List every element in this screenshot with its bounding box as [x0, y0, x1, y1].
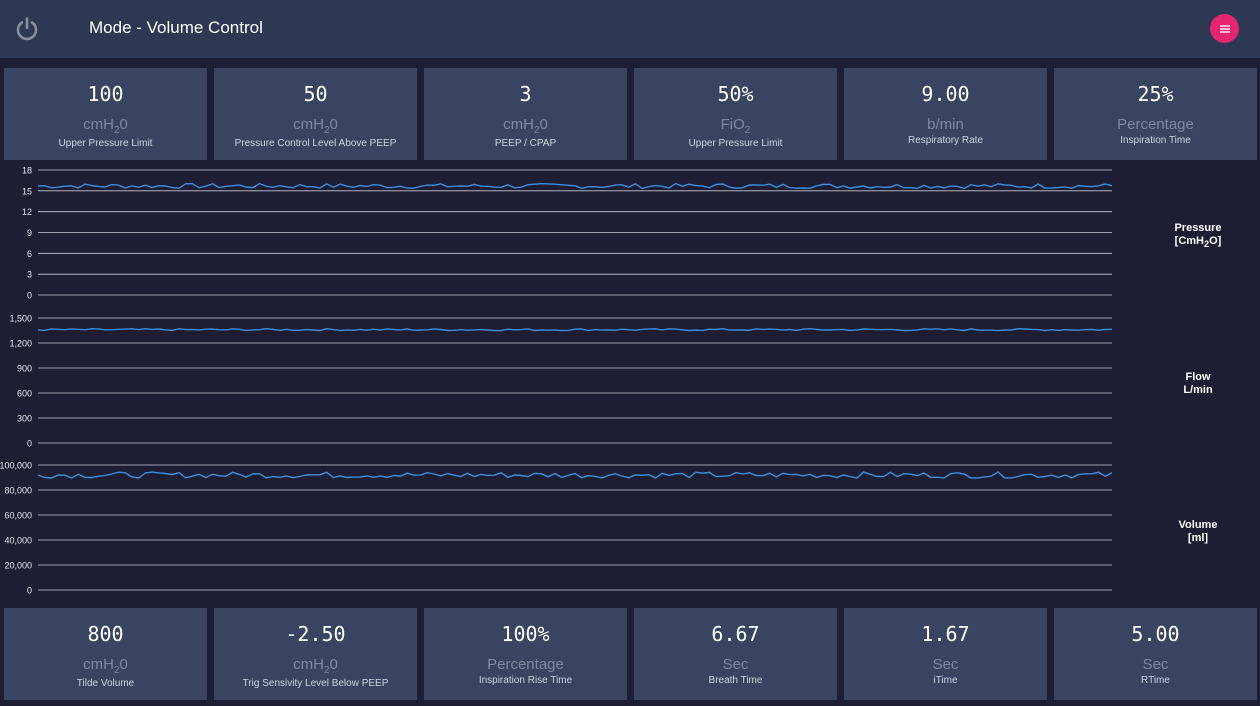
- card-unit: FiO2: [720, 116, 751, 136]
- card-label: Inspiration Time: [1120, 135, 1191, 146]
- card-value: 6.67: [711, 622, 760, 646]
- waveform-charts: 18 15 12 9 6 3 0 1,500 1,200 900 600 300 0 100,000 80,…: [0, 163, 1260, 603]
- card-value: 100%: [501, 622, 550, 646]
- card-label: RTime: [1141, 675, 1170, 686]
- card-unit: cmH20: [293, 116, 338, 136]
- power-icon[interactable]: [14, 16, 40, 42]
- flow-tick-label: 1,200: [9, 339, 32, 349]
- bottom-settings-cards: 800 cmH20 Tilde Volume -2.50 cmH20 Trig …: [0, 608, 1260, 700]
- card-value: 3: [519, 82, 532, 106]
- card-label: Breath Time: [708, 675, 763, 686]
- card-unit: Sec: [932, 656, 959, 673]
- card-respiratory-rate[interactable]: 9.00 b/min Respiratory Rate: [844, 68, 1047, 160]
- volume-tick-label: 80,000: [4, 486, 32, 496]
- card-value: 100: [87, 82, 124, 106]
- waveform-chart-svg: 18 15 12 9 6 3 0 1,500 1,200 900 600 300 0 100,000 80,…: [0, 166, 1113, 596]
- pressure-axis-label: Pressure [CmH2O]: [1174, 222, 1222, 250]
- flow-tick-label: 0: [27, 439, 32, 449]
- card-label: Inspiration Rise Time: [478, 675, 573, 686]
- card-unit: Percentage: [1117, 116, 1194, 133]
- card-label: Respiratory Rate: [907, 135, 984, 146]
- card-value: 50%: [717, 82, 754, 106]
- card-value: 25%: [1137, 82, 1174, 106]
- card-label: Trig Sensivity Level Below PEEP: [242, 678, 389, 689]
- card-itime[interactable]: 1.67 Sec iTime: [844, 608, 1047, 700]
- card-upper-pressure-limit[interactable]: 100 cmH20 Upper Pressure Limit: [4, 68, 207, 160]
- card-label: Pressure Control Level Above PEEP: [234, 138, 397, 149]
- card-unit: cmH20: [83, 656, 128, 676]
- pressure-tick-label: 6: [27, 249, 32, 259]
- volume-tick-label: 60,000: [4, 511, 32, 521]
- volume-tick-label: 0: [27, 586, 32, 596]
- card-value: -2.50: [285, 622, 346, 646]
- volume-tick-label: 40,000: [4, 536, 32, 546]
- card-unit: cmH20: [293, 656, 338, 676]
- pressure-series-line: [37, 182, 1113, 190]
- flow-tick-label: 900: [17, 364, 32, 374]
- card-unit: Sec: [722, 656, 749, 673]
- card-fio2[interactable]: 50% FiO2 Upper Pressure Limit: [634, 68, 837, 160]
- card-inspiration-rise-time[interactable]: 100% Percentage Inspiration Rise Time: [424, 608, 627, 700]
- flow-axis-label: Flow L/min: [1183, 371, 1213, 396]
- card-value: 9.00: [921, 82, 970, 106]
- page-title: Mode - Volume Control: [89, 18, 263, 37]
- pressure-tick-label: 3: [27, 270, 32, 280]
- card-label: Tilde Volume: [76, 678, 135, 689]
- card-unit: b/min: [927, 116, 964, 133]
- card-value: 5.00: [1131, 622, 1180, 646]
- pressure-tick-label: 15: [22, 186, 32, 196]
- card-inspiration-time[interactable]: 25% Percentage Inspiration Time: [1054, 68, 1257, 160]
- card-pressure-control-level[interactable]: 50 cmH20 Pressure Control Level Above PE…: [214, 68, 417, 160]
- flow-tick-label: 300: [17, 414, 32, 424]
- card-unit: cmH20: [83, 116, 128, 136]
- card-value: 50: [303, 82, 328, 106]
- flow-tick-label: 1,500: [9, 314, 32, 324]
- card-label: iTime: [933, 675, 958, 686]
- flow-tick-label: 600: [17, 389, 32, 399]
- volume-axis-label: Volume [ml]: [1178, 519, 1218, 544]
- card-unit: Percentage: [487, 656, 564, 673]
- top-bar: Mode - Volume Control: [0, 0, 1260, 58]
- card-rtime[interactable]: 5.00 Sec RTime: [1054, 608, 1257, 700]
- card-value: 1.67: [921, 622, 970, 646]
- volume-tick-label: 100,000: [0, 461, 32, 471]
- card-peep-cpap[interactable]: 3 cmH20 PEEP / CPAP: [424, 68, 627, 160]
- card-label: Upper Pressure Limit: [58, 138, 153, 149]
- card-unit: cmH20: [503, 116, 548, 136]
- pressure-tick-label: 0: [27, 291, 32, 301]
- top-settings-cards: 100 cmH20 Upper Pressure Limit 50 cmH20 …: [0, 68, 1260, 160]
- card-trig-sensitivity[interactable]: -2.50 cmH20 Trig Sensivity Level Below P…: [214, 608, 417, 700]
- menu-icon: [1219, 24, 1230, 33]
- card-tidal-volume[interactable]: 800 cmH20 Tilde Volume: [4, 608, 207, 700]
- pressure-tick-label: 12: [22, 207, 32, 217]
- card-value: 800: [87, 622, 124, 646]
- card-label: Upper Pressure Limit: [688, 138, 783, 149]
- volume-tick-label: 20,000: [4, 561, 32, 571]
- flow-series-line: [37, 327, 1113, 332]
- pressure-tick-label: 9: [27, 228, 32, 238]
- pressure-tick-label: 18: [22, 166, 32, 176]
- volume-series-line: [37, 471, 1113, 479]
- card-label: PEEP / CPAP: [494, 138, 557, 149]
- card-unit: Sec: [1142, 656, 1169, 673]
- menu-button[interactable]: [1210, 14, 1239, 43]
- card-breath-time[interactable]: 6.67 Sec Breath Time: [634, 608, 837, 700]
